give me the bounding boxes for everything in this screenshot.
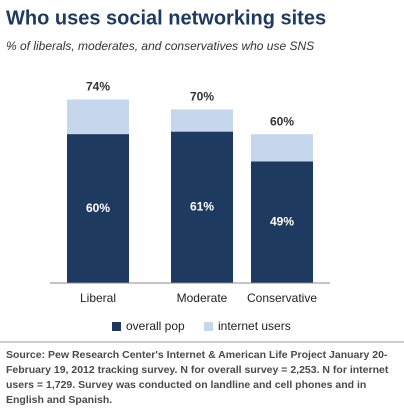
legend-swatch bbox=[204, 322, 213, 331]
chart-title: Who uses social networking sites bbox=[6, 7, 326, 29]
data-label: 60% bbox=[86, 201, 110, 215]
bar bbox=[67, 134, 129, 283]
data-label: 60% bbox=[270, 114, 294, 128]
x-tick-label: Moderate bbox=[177, 291, 228, 305]
legend-label: internet users bbox=[218, 319, 291, 333]
bar bbox=[171, 131, 233, 283]
legend-label: overall pop bbox=[126, 319, 185, 333]
chart: Who uses social networking sites % of li… bbox=[0, 7, 404, 343]
x-tick-label: Liberal bbox=[80, 291, 116, 305]
bar bbox=[251, 161, 313, 283]
source-note: Source: Pew Research Center's Internet &… bbox=[6, 349, 389, 406]
chart-subtitle: % of liberals, moderates, and conservati… bbox=[6, 39, 314, 53]
legend-swatch bbox=[112, 322, 121, 331]
data-label: 49% bbox=[270, 214, 294, 228]
data-label: 70% bbox=[190, 90, 214, 104]
x-tick-label: Conservative bbox=[247, 291, 317, 305]
data-label: 61% bbox=[190, 200, 214, 214]
data-label: 74% bbox=[86, 80, 110, 94]
